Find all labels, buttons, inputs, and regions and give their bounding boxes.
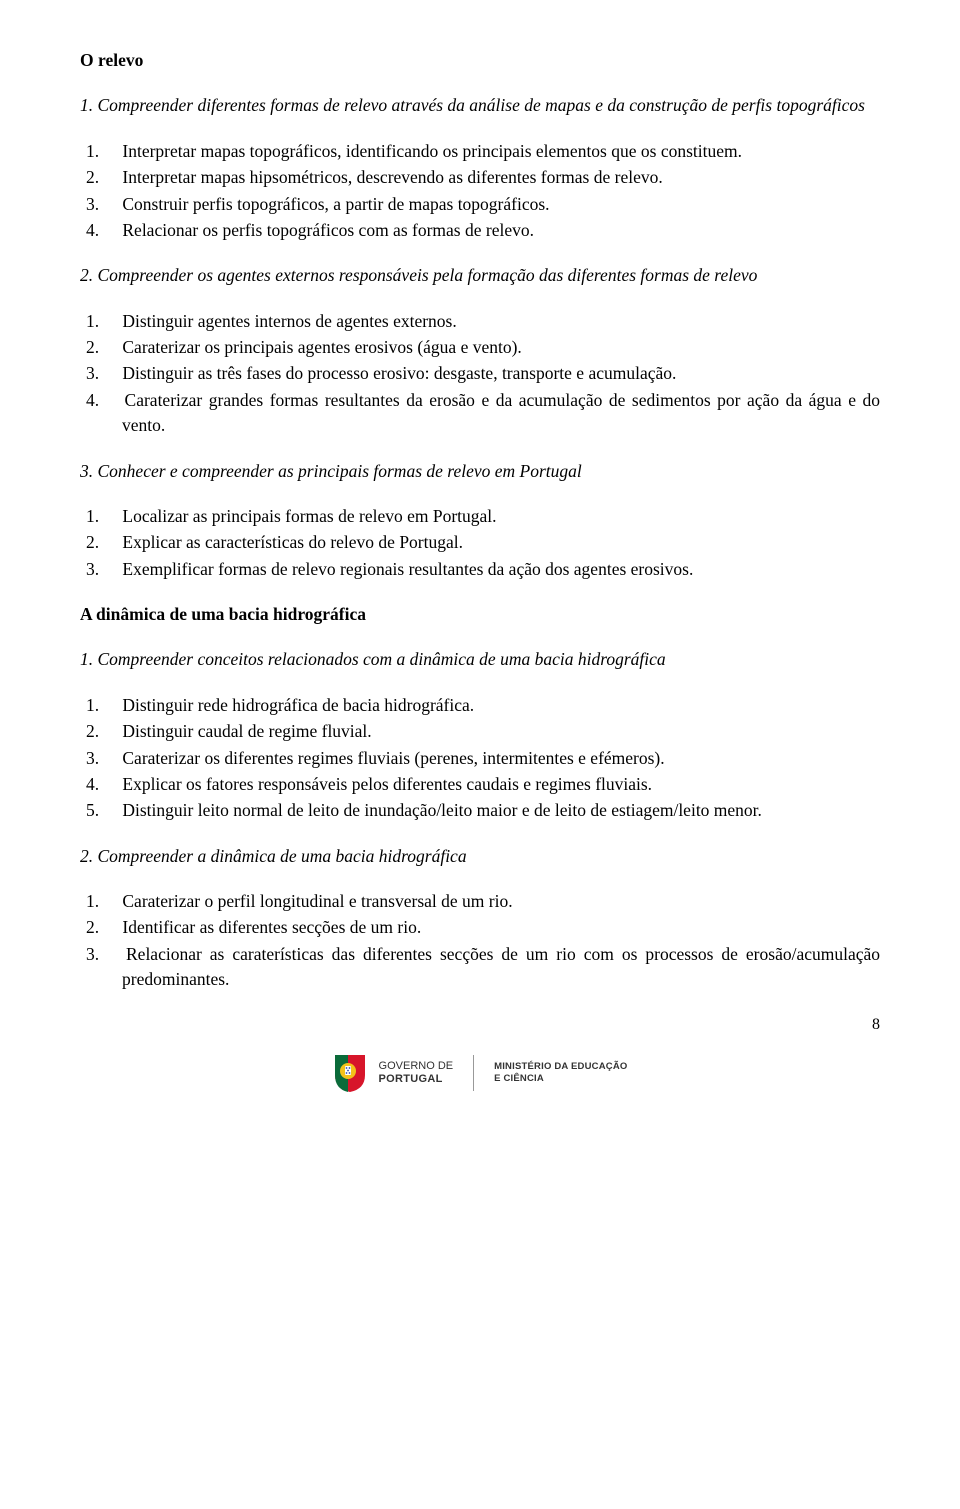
list-item: 4. Relacionar os perfis topográficos com… [108, 218, 880, 243]
list-item: 2. Interpretar mapas hipsométricos, desc… [108, 165, 880, 190]
section-title-bacia: A dinâmica de uma bacia hidrográfica [80, 602, 880, 627]
ministry-line2: E CIÊNCIA [494, 1073, 627, 1084]
list-item: 3. Distinguir as três fases do processo … [108, 361, 880, 386]
list-item: 2. Identificar as diferentes secções de … [108, 915, 880, 940]
list-item-text: Caraterizar grandes formas resultantes d… [122, 390, 880, 435]
government-name: GOVERNO DE PORTUGAL [379, 1060, 454, 1084]
subsection-heading: 2. Compreender a dinâmica de uma bacia h… [80, 844, 880, 869]
list-item: 1. Caraterizar o perfil longitudinal e t… [108, 889, 880, 914]
portugal-shield-icon [333, 1053, 367, 1093]
subsection-heading: 3. Conhecer e compreender as principais … [80, 459, 880, 484]
list-item-text: Caraterizar os principais agentes erosiv… [122, 337, 521, 357]
gov-line1: GOVERNO DE [379, 1060, 454, 1072]
list-item: 2. Explicar as características do relevo… [108, 530, 880, 555]
subsection-heading: 1. Compreender diferentes formas de rele… [80, 93, 880, 118]
list-item: 1. Distinguir agentes internos de agente… [108, 309, 880, 334]
list-item-text: Interpretar mapas hipsométricos, descrev… [122, 167, 662, 187]
government-logo: GOVERNO DE PORTUGAL MINISTÉRIO DA EDUCAÇ… [333, 1053, 628, 1093]
list-item: 3. Relacionar as caraterísticas das dife… [108, 942, 880, 993]
list-item-text: Identificar as diferentes secções de um … [122, 917, 421, 937]
list-item: 2. Distinguir caudal de regime fluvial. [108, 719, 880, 744]
list-item: 3. Exemplificar formas de relevo regiona… [108, 557, 880, 582]
page-footer: 8 GOVERNO DE PORTUGAL MINISTÉRIO DA EDUC… [80, 1053, 880, 1093]
list-item-text: Relacionar os perfis topográficos com as… [122, 220, 534, 240]
list-item-text: Distinguir as três fases do processo ero… [122, 363, 676, 383]
list-item-text: Localizar as principais formas de relevo… [122, 506, 496, 526]
numbered-list: 1. Interpretar mapas topográficos, ident… [80, 139, 880, 244]
gov-line2: PORTUGAL [379, 1073, 454, 1085]
list-item-text: Construir perfis topográficos, a partir … [122, 194, 549, 214]
ministry-line1: MINISTÉRIO DA EDUCAÇÃO [494, 1061, 627, 1072]
list-item-text: Distinguir leito normal de leito de inun… [122, 800, 762, 820]
logo-divider [473, 1055, 474, 1091]
list-item-text: Distinguir agentes internos de agentes e… [122, 311, 456, 331]
list-item: 1. Interpretar mapas topográficos, ident… [108, 139, 880, 164]
section-title-relevo: O relevo [80, 48, 880, 73]
list-item-text: Caraterizar os diferentes regimes fluvia… [122, 748, 664, 768]
numbered-list: 1. Caraterizar o perfil longitudinal e t… [80, 889, 880, 993]
list-item-text: Caraterizar o perfil longitudinal e tran… [122, 891, 512, 911]
list-item-text: Explicar as características do relevo de… [122, 532, 463, 552]
page-number: 8 [872, 1013, 880, 1036]
subsection-heading: 1. Compreender conceitos relacionados co… [80, 647, 880, 672]
list-item: 4. Caraterizar grandes formas resultante… [108, 388, 880, 439]
list-item-text: Relacionar as caraterísticas das diferen… [122, 944, 880, 989]
list-item: 1. Localizar as principais formas de rel… [108, 504, 880, 529]
list-item: 5. Distinguir leito normal de leito de i… [108, 798, 880, 823]
subsection-heading: 2. Compreender os agentes externos respo… [80, 263, 880, 288]
numbered-list: 1. Localizar as principais formas de rel… [80, 504, 880, 582]
list-item-text: Distinguir caudal de regime fluvial. [122, 721, 371, 741]
list-item: 3. Construir perfis topográficos, a part… [108, 192, 880, 217]
list-item: 4. Explicar os fatores responsáveis pelo… [108, 772, 880, 797]
list-item: 2. Caraterizar os principais agentes ero… [108, 335, 880, 360]
list-item: 1. Distinguir rede hidrográfica de bacia… [108, 693, 880, 718]
list-item-text: Interpretar mapas topográficos, identifi… [122, 141, 742, 161]
numbered-list: 1. Distinguir agentes internos de agente… [80, 309, 880, 439]
ministry-name: MINISTÉRIO DA EDUCAÇÃO E CIÊNCIA [494, 1061, 627, 1084]
list-item-text: Explicar os fatores responsáveis pelos d… [122, 774, 652, 794]
list-item-text: Distinguir rede hidrográfica de bacia hi… [122, 695, 474, 715]
list-item-text: Exemplificar formas de relevo regionais … [122, 559, 693, 579]
numbered-list: 1. Distinguir rede hidrográfica de bacia… [80, 693, 880, 824]
list-item: 3. Caraterizar os diferentes regimes flu… [108, 746, 880, 771]
